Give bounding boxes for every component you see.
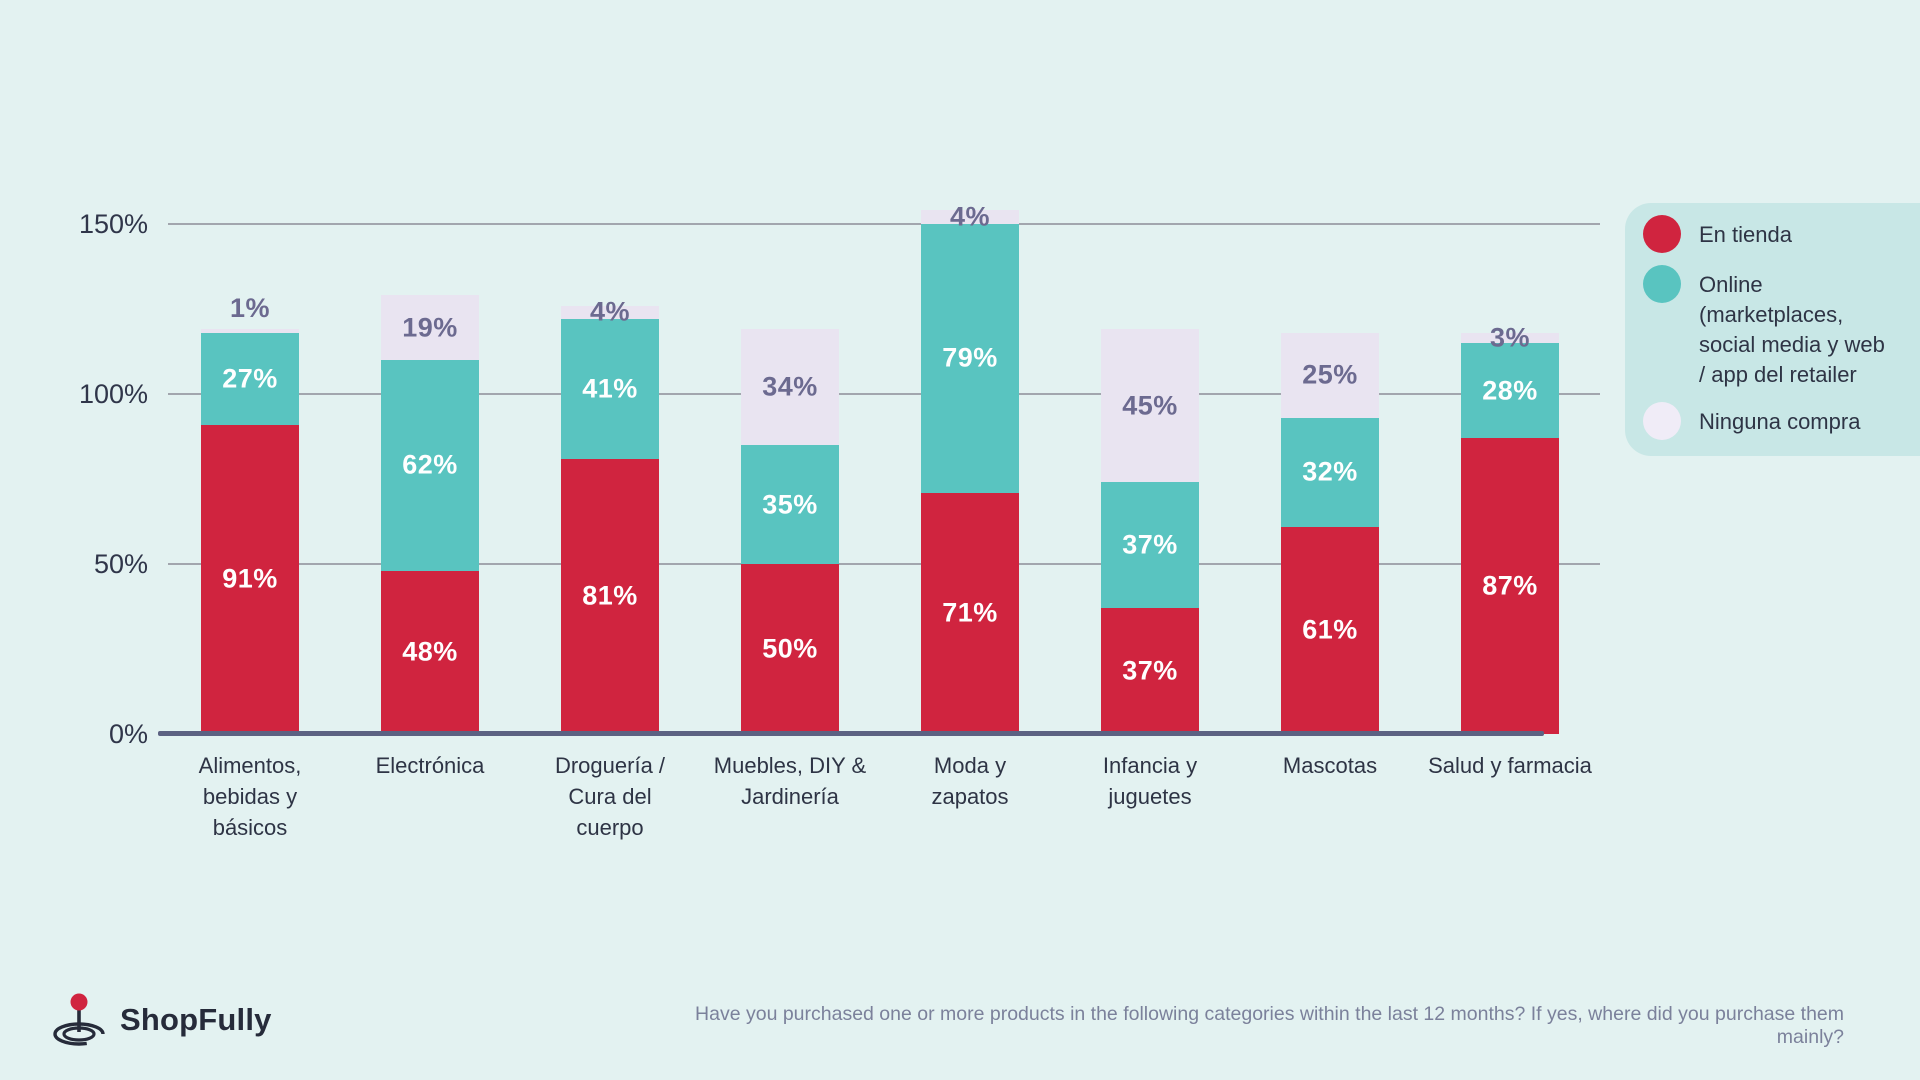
bar-infancia-y-juguetes: 37% 37% 45%: [1101, 329, 1199, 734]
bar-mascotas: 61% 32% 25%: [1281, 332, 1379, 734]
gridline-150: [168, 223, 1600, 225]
bar-value-label: 37%: [1122, 529, 1178, 560]
bar-value-label: 3%: [1489, 322, 1531, 353]
category-label-alimentos-bebidas-y-ba-s: Alimentos, bebidas y básicos: [198, 753, 302, 840]
bar-segment-online-marketplaces-soci: 37%: [1101, 482, 1199, 609]
bar-segment-online-marketplaces-soci: 79%: [921, 224, 1019, 493]
bar-drogueri-a-cura-del-cuer: 81% 41% 4%: [561, 298, 659, 734]
category-label-infancia-y-juguetes: Infancia y juguetes: [1102, 753, 1198, 809]
category-label-moda-y-zapatos: Moda y zapatos: [931, 753, 1009, 809]
gridline-50: [168, 563, 1600, 565]
legend-item-ninguna-compra: Ninguna compra: [1643, 402, 1910, 440]
bar-segment-en-tienda: 37%: [1101, 608, 1199, 734]
bar-segment-en-tienda: 48%: [381, 570, 479, 734]
bar-value-label: 71%: [942, 597, 998, 628]
legend-label: Ninguna compra: [1699, 409, 1861, 434]
bar-value-label: 4%: [589, 296, 631, 327]
bar-value-label: 45%: [1122, 390, 1178, 421]
bar-segment-en-tienda: 71%: [921, 492, 1019, 734]
bar-segment-ninguna-compra: 1%: [201, 295, 299, 333]
bar-segment-en-tienda: 61%: [1281, 526, 1379, 734]
bar-segment-ninguna-compra: 4%: [921, 203, 1019, 230]
bar-segment-ninguna-compra: 45%: [1101, 329, 1199, 483]
legend-swatch: [1643, 215, 1681, 253]
bar-segment-online-marketplaces-soci: 28%: [1461, 343, 1559, 439]
survey-question-text: Have you purchased one or more products …: [695, 1003, 1844, 1048]
bar-value-label: 48%: [402, 636, 458, 667]
category-label-salud-y-farmacia: Salud y farmacia: [1428, 753, 1592, 778]
legend-item-online: Online (marketplaces, social media y web…: [1643, 265, 1910, 390]
bar-value-label: 32%: [1302, 456, 1358, 487]
bar-value-label: 91%: [222, 563, 278, 594]
bar-value-label: 81%: [582, 580, 638, 611]
bar-segment-en-tienda: 91%: [201, 424, 299, 734]
bar-value-label: 28%: [1482, 375, 1538, 406]
bar-alimentos-bebidas-y-ba-s: 91% 27% 1%: [201, 295, 299, 734]
legend-label: En tienda: [1699, 222, 1792, 247]
y-tick-label: 150%: [78, 209, 148, 239]
gridline-100: [168, 393, 1600, 395]
bar-value-label: 41%: [582, 373, 638, 404]
shopfully-pin-icon: [53, 993, 105, 1046]
bar-segment-en-tienda: 81%: [561, 458, 659, 734]
bar-value-label: 34%: [762, 371, 818, 402]
bar-segment-online-marketplaces-soci: 62%: [381, 360, 479, 571]
legend-item-en-tienda: En tienda: [1643, 215, 1910, 253]
bar-value-label: 1%: [229, 293, 271, 324]
bar-electro-nica: 48% 62% 19%: [381, 295, 479, 734]
bar-segment-en-tienda: 50%: [741, 564, 839, 734]
bar-segment-ninguna-compra: 4%: [561, 298, 659, 325]
bar-value-label: 25%: [1302, 359, 1358, 390]
bar-segment-ninguna-compra: 3%: [1461, 324, 1559, 351]
bar-value-label: 61%: [1302, 614, 1358, 645]
logo-wordmark: ShopFully: [120, 1002, 272, 1037]
bar-salud-y-farmacia: 87% 28% 3%: [1461, 324, 1559, 734]
category-label-muebles-diy-jardineri-a: Muebles, DIY & Jardinería: [713, 753, 867, 809]
y-tick-label: 50%: [93, 549, 148, 579]
category-label-electro-nica: Electrónica: [375, 753, 485, 778]
legend-swatch: [1643, 402, 1681, 440]
bar-segment-ninguna-compra: 25%: [1281, 332, 1379, 418]
bar-value-label: 27%: [222, 363, 278, 394]
legend-label: Online (marketplaces, social media y web…: [1699, 272, 1885, 387]
x-axis-line: [158, 731, 1544, 736]
bar-segment-online-marketplaces-soci: 32%: [1281, 417, 1379, 527]
bar-value-label: 62%: [402, 449, 458, 480]
bar-segment-ninguna-compra: 34%: [741, 329, 839, 445]
bar-value-label: 35%: [762, 489, 818, 519]
bar-value-label: 87%: [1482, 570, 1538, 601]
bar-segment-en-tienda: 87%: [1461, 438, 1559, 734]
y-tick-label: 0%: [108, 719, 148, 749]
legend: En tienda Online (marketplaces, social me…: [1625, 203, 1920, 456]
bar-value-label: 79%: [942, 342, 998, 373]
bar-moda-y-zapatos: 71% 79% 4%: [921, 203, 1019, 734]
bar-value-label: 4%: [949, 201, 991, 232]
bar-muebles-diy-jardineri-a: 50% 35% 34%: [741, 329, 839, 734]
bar-segment-ninguna-compra: 19%: [381, 295, 479, 361]
bar-segment-online-marketplaces-soci: 27%: [201, 332, 299, 425]
category-label-drogueri-a-cura-del-cuer: Droguería / Cura del cuerpo: [554, 753, 666, 840]
shopfully-logo: ShopFully: [52, 992, 272, 1048]
bar-value-label: 50%: [762, 633, 818, 664]
bar-value-label: 37%: [1122, 655, 1178, 686]
bar-segment-online-marketplaces-soci: 35%: [741, 445, 839, 564]
category-label-mascotas: Mascotas: [1282, 753, 1378, 778]
bars-layer: 91% 27% 1% 48% 62% 19% 81% 41% 4% 50% 35% 34% 71% 79%…: [168, 203, 1600, 734]
y-tick-label: 100%: [78, 379, 148, 409]
legend-swatch: [1643, 265, 1681, 303]
bar-segment-online-marketplaces-soci: 41%: [561, 319, 659, 459]
bar-value-label: 19%: [402, 312, 458, 343]
